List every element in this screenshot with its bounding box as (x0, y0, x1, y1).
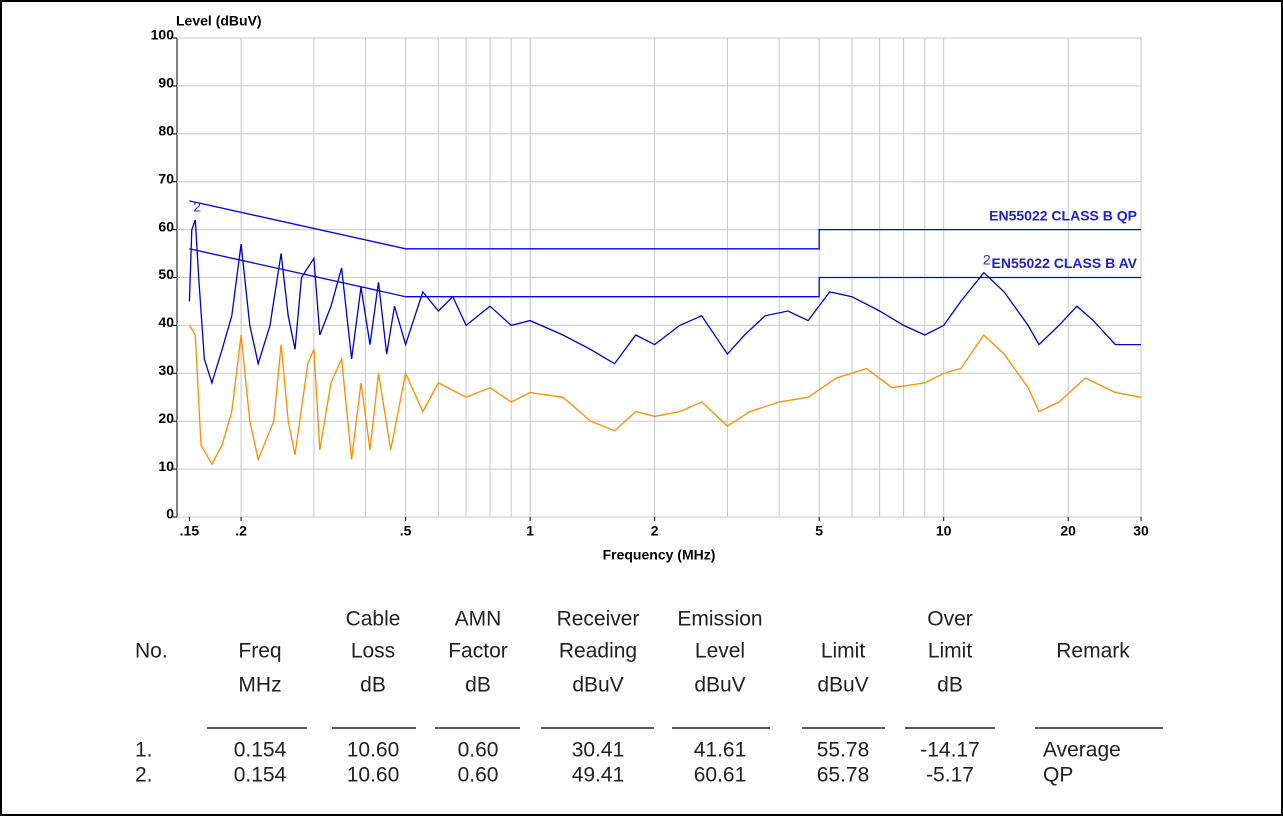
marker-label: 2 (193, 199, 201, 215)
table-cell: 10.60 (347, 764, 400, 787)
column-header: AMN (455, 608, 502, 631)
column-header: Over (927, 608, 973, 631)
table-cell: -14.17 (920, 739, 980, 762)
y-tick-label: 80 (158, 123, 174, 139)
column-header: MHz (238, 674, 281, 697)
table-cell: 55.78 (817, 739, 870, 762)
column-header: dB (360, 674, 386, 697)
column-header: Receiver (557, 608, 640, 631)
column-header: Cable (346, 608, 401, 631)
column-header: Remark (1056, 640, 1130, 663)
column-header: dBuV (572, 674, 623, 697)
series-label: EN55022 CLASS B QP (989, 207, 1137, 223)
x-axis-label: Frequency (MHz) (603, 547, 716, 563)
series-line (189, 248, 1141, 298)
y-tick-label: 10 (158, 458, 174, 474)
table-cell: QP (1043, 764, 1073, 787)
table-cell: Average (1043, 739, 1121, 762)
column-header: Level (695, 640, 745, 663)
table-cell: 0.154 (234, 764, 287, 787)
y-tick-label: 20 (158, 410, 174, 426)
y-tick-label: 60 (158, 218, 174, 234)
series-line (189, 200, 1141, 250)
y-axis-label: Level (dBuV) (176, 13, 262, 29)
y-tick-label: 100 (151, 27, 175, 43)
table-cell: -5.17 (926, 764, 974, 787)
y-tick-label: 90 (158, 75, 174, 91)
table-cell: 65.78 (817, 764, 870, 787)
column-header: dB (465, 674, 491, 697)
table-cell: 30.41 (572, 739, 625, 762)
series-label: EN55022 CLASS B AV (992, 255, 1138, 271)
column-header: Reading (559, 640, 637, 663)
column-header: Limit (821, 640, 866, 663)
y-tick-label: 40 (158, 314, 174, 330)
column-header: No. (135, 640, 168, 663)
y-tick-label: 0 (166, 506, 174, 522)
column-header: Emission (677, 608, 762, 631)
table-cell: 0.154 (234, 739, 287, 762)
x-tick-label: .15 (180, 523, 200, 539)
x-tick-label: 5 (815, 523, 823, 539)
series-line (188, 325, 1142, 466)
x-tick-label: 2 (651, 523, 659, 539)
column-header: dBuV (694, 674, 745, 697)
column-header: Limit (928, 640, 973, 663)
table-cell: 0.60 (458, 764, 499, 787)
marker-label: 2 (983, 251, 991, 267)
column-header: Factor (448, 640, 508, 663)
table-cell: 60.61 (694, 764, 747, 787)
series-line (188, 219, 1141, 386)
y-tick-label: 50 (158, 266, 174, 282)
x-tick-label: 30 (1133, 523, 1149, 539)
y-tick-label: 30 (158, 362, 174, 378)
table-cell: 10.60 (347, 739, 400, 762)
table-cell: 41.61 (694, 739, 747, 762)
column-header: dBuV (817, 674, 868, 697)
table-cell: 49.41 (572, 764, 625, 787)
x-tick-label: .5 (400, 523, 412, 539)
x-tick-label: .2 (235, 523, 247, 539)
column-header: Loss (351, 640, 395, 663)
x-tick-label: 20 (1060, 523, 1076, 539)
x-tick-label: 1 (526, 523, 534, 539)
table-cell: 0.60 (458, 739, 499, 762)
table-cell: 1. (135, 739, 153, 762)
y-tick-label: 70 (158, 170, 174, 186)
x-tick-label: 10 (936, 523, 952, 539)
column-header: Freq (238, 640, 281, 663)
column-header: dB (937, 674, 963, 697)
table-cell: 2. (135, 764, 153, 787)
